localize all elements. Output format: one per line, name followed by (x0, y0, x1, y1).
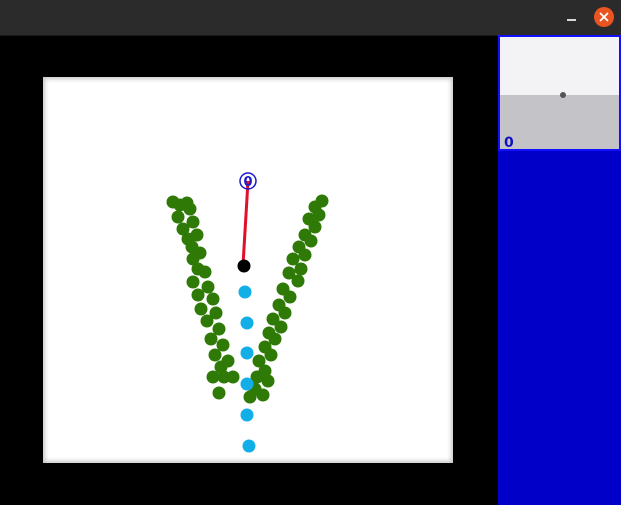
trail-dot (208, 348, 222, 362)
trail-dot (291, 274, 305, 288)
trail-dot (294, 262, 308, 276)
minimize-button[interactable] (561, 7, 581, 27)
trail-dot (191, 288, 205, 302)
trail-dot (274, 320, 288, 334)
thumbnail-label: 0 (504, 135, 514, 151)
ball (237, 259, 251, 273)
close-icon (599, 12, 609, 22)
window-titlebar (0, 0, 621, 36)
target-label: 0 (243, 175, 252, 190)
trail-dot (250, 370, 264, 384)
trail-dot (214, 360, 228, 374)
trail-dot (268, 332, 282, 346)
trail-dot (226, 370, 240, 384)
trail-dot (216, 338, 230, 352)
drawing-board[interactable]: 0 (43, 77, 453, 463)
thumbnail-floor (500, 95, 619, 149)
trail-dot (243, 390, 257, 404)
trail-dot (206, 370, 220, 384)
trail-dot (186, 275, 200, 289)
side-panel: 0 (498, 35, 621, 505)
thumbnail-ball (560, 92, 566, 98)
trail-dot (252, 354, 266, 368)
thumbnail-0[interactable]: 0 (498, 35, 621, 151)
trail-dot (206, 292, 220, 306)
trail-dot (176, 222, 190, 236)
trail-dot (209, 306, 223, 320)
board-drawing: 0 (166, 172, 329, 453)
trail-dot (183, 202, 197, 216)
path-dot (240, 377, 254, 391)
trail-dot (200, 314, 214, 328)
trail-dot (308, 220, 322, 234)
trail-dot (201, 280, 215, 294)
trail-dot (212, 386, 226, 400)
trail-dot (194, 302, 208, 316)
trail-dot (298, 248, 312, 262)
trail-dot (282, 266, 296, 280)
trail-dot (286, 252, 300, 266)
trail-dot (212, 322, 226, 336)
trail-dot (171, 210, 185, 224)
path-dots (238, 285, 256, 453)
trail-dot (266, 312, 280, 326)
trail-dot (198, 265, 212, 279)
path-dot (240, 316, 254, 330)
path-dot (240, 346, 254, 360)
aim-line (241, 180, 250, 266)
trail-dot (186, 215, 200, 229)
trail-dot (304, 234, 318, 248)
trail-dot (204, 332, 218, 346)
target-ring (239, 172, 257, 190)
trail-dot (256, 388, 270, 402)
trail-dot (283, 290, 297, 304)
trail-dot (261, 374, 275, 388)
minimize-icon (566, 19, 576, 21)
path-dot (240, 408, 254, 422)
video-canvas: 0 (0, 36, 498, 505)
trail-dots (166, 194, 329, 404)
trail-dot (278, 306, 292, 320)
path-dot (242, 439, 256, 453)
trail-dot (264, 348, 278, 362)
trail-dot (312, 208, 326, 222)
close-button[interactable] (594, 7, 614, 27)
trail-dot (217, 370, 231, 384)
trail-dot (186, 252, 200, 266)
path-dot (238, 285, 252, 299)
